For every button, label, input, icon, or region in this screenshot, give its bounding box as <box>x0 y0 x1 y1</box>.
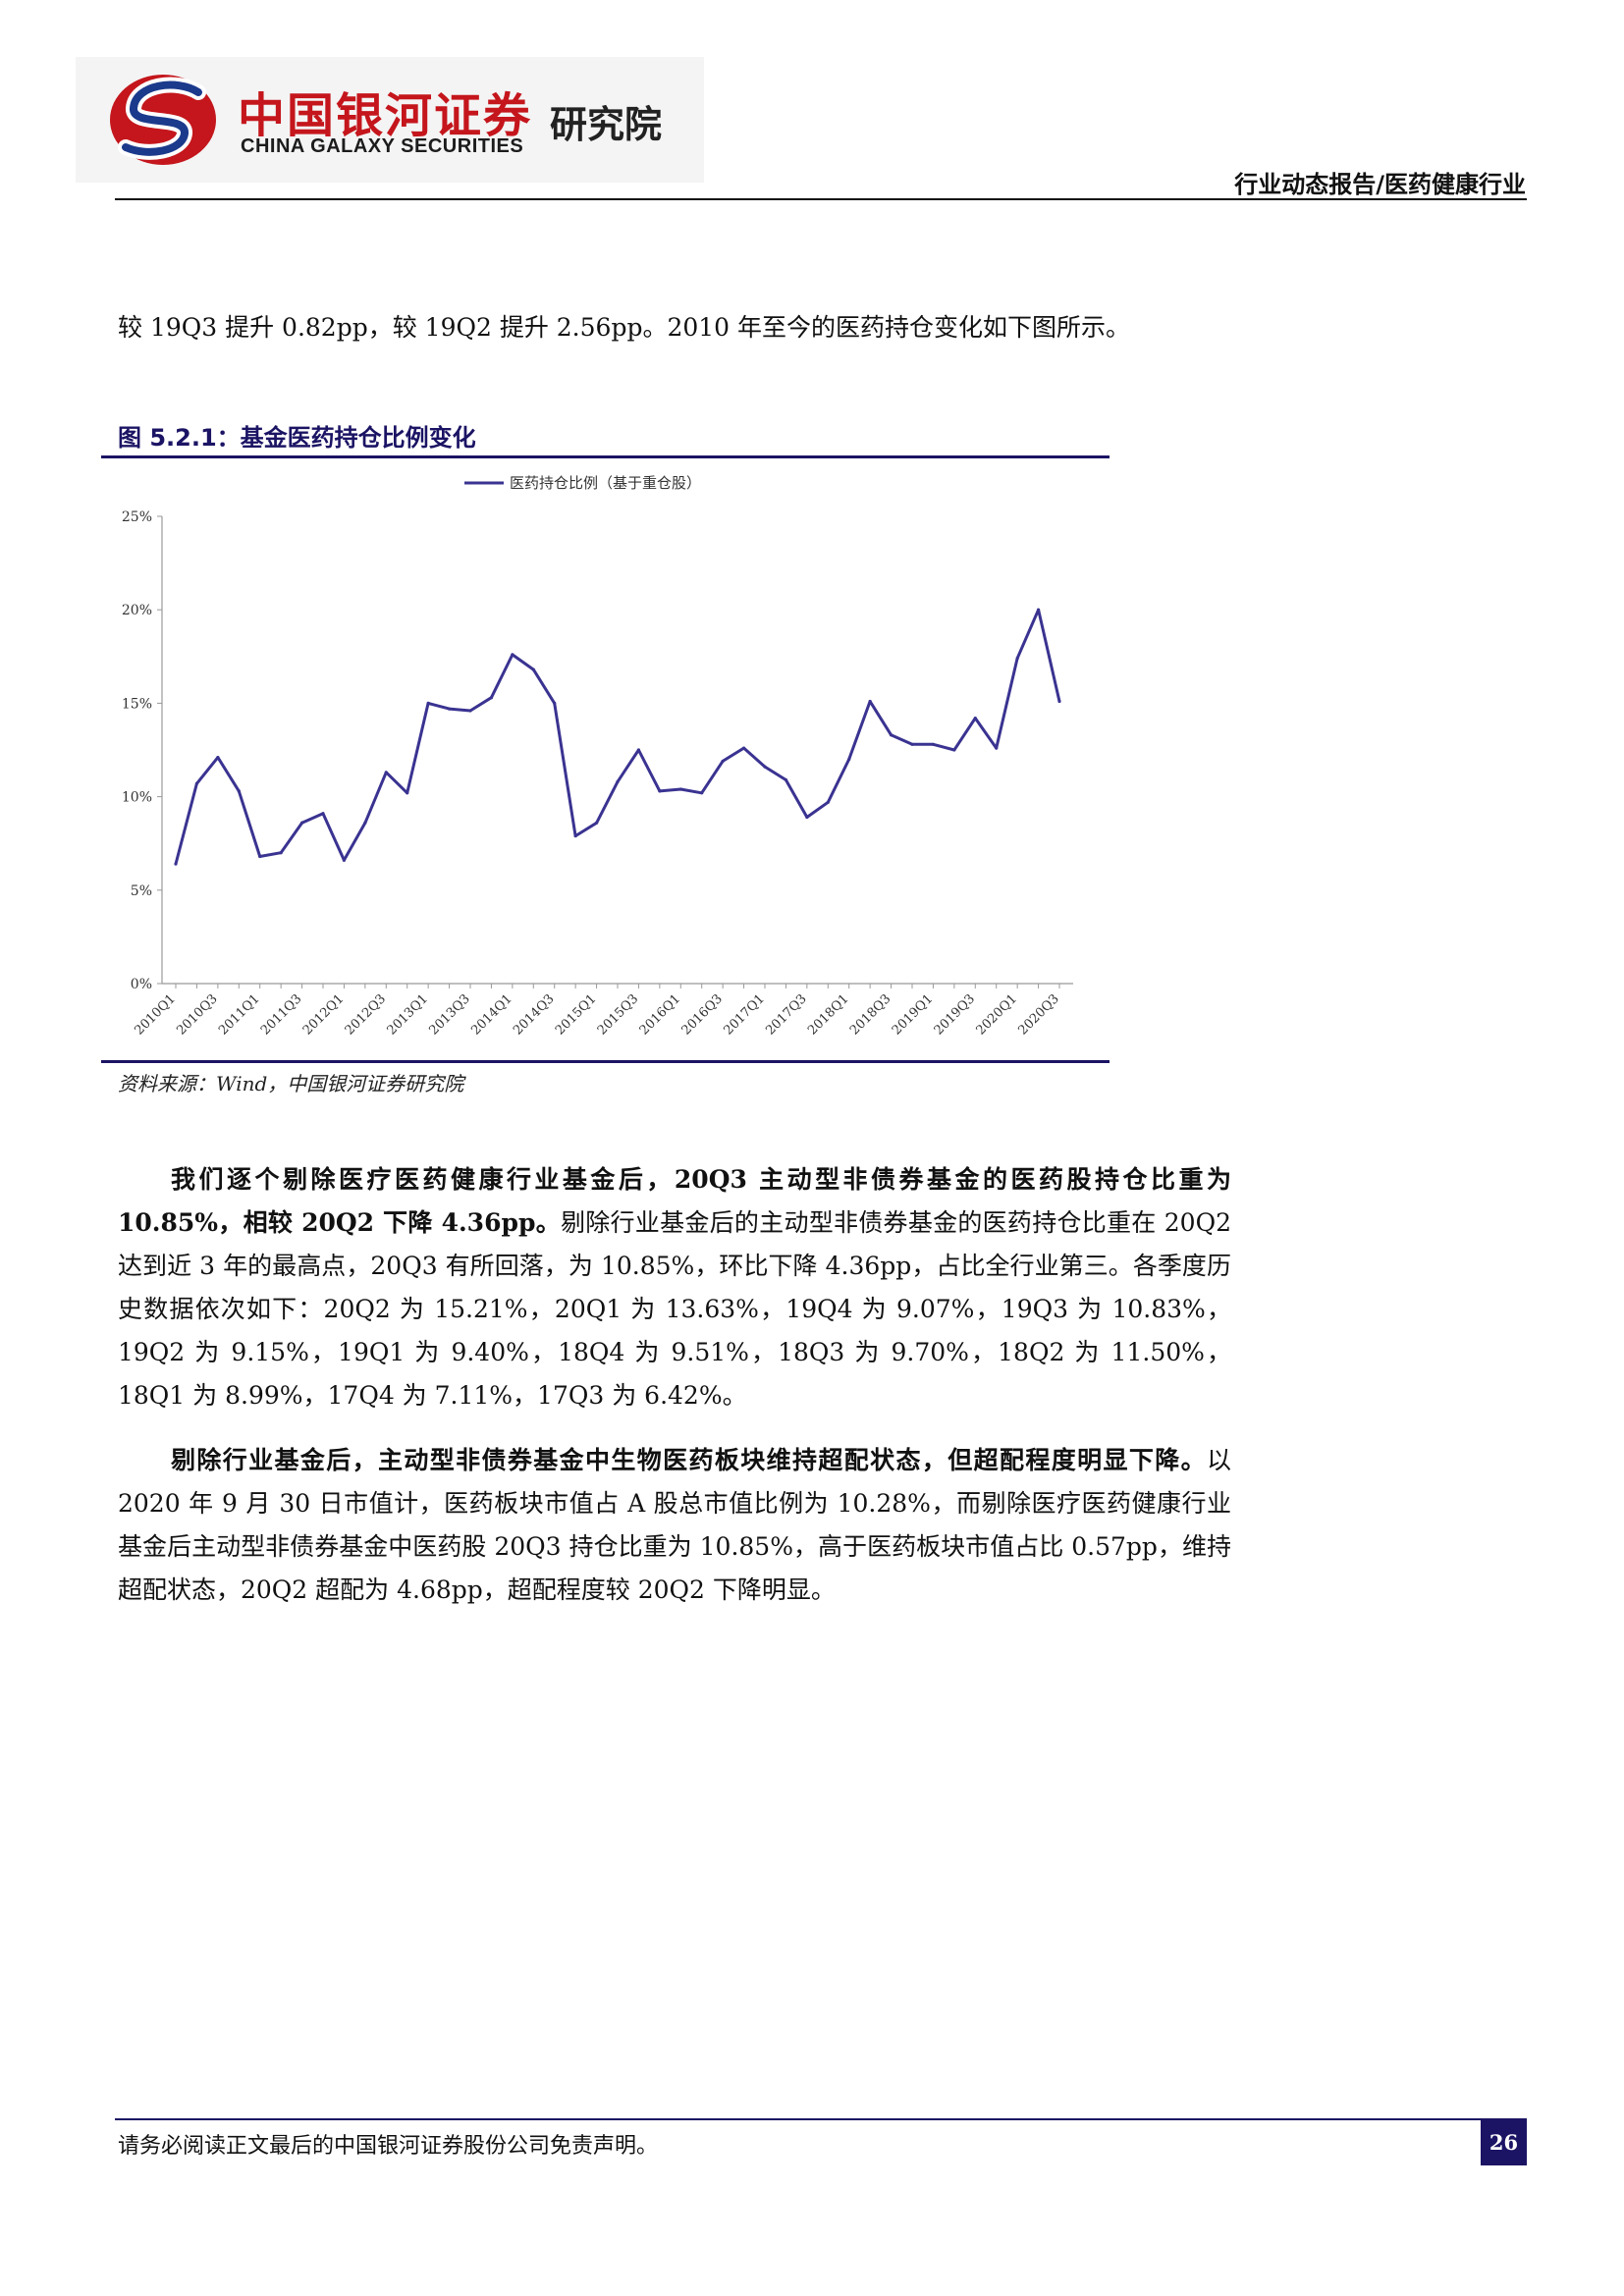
data-point <box>406 791 409 795</box>
data-point <box>741 746 746 750</box>
data-point <box>805 815 809 820</box>
data-point <box>489 696 494 700</box>
figure-top-rule <box>101 455 1110 458</box>
logo-english-name: CHINA GALAXY SECURITIES <box>241 135 524 157</box>
data-point <box>468 709 472 713</box>
x-tick-label: 2019Q3 <box>932 991 978 1038</box>
analysis-2-lead: 剔除行业基金后，主动型非债券基金中生物医药板块维持超配状态，但超配程度明显下降。 <box>171 1446 1207 1474</box>
x-tick-label: 2016Q3 <box>679 991 726 1038</box>
data-point <box>763 765 767 769</box>
data-point <box>279 851 283 855</box>
x-tick-label: 2011Q1 <box>216 991 262 1038</box>
data-point <box>363 821 367 825</box>
x-tick-label: 2011Q3 <box>258 991 304 1038</box>
x-tick-label: 2019Q1 <box>890 991 936 1038</box>
data-point <box>1015 657 1019 661</box>
data-point <box>342 858 347 862</box>
data-point <box>847 757 851 762</box>
legend-label: 医药持仓比例（基于重仓股） <box>510 474 701 492</box>
data-point <box>636 748 641 752</box>
data-point <box>995 746 999 750</box>
data-point <box>594 821 599 825</box>
data-point <box>299 821 304 825</box>
data-point <box>700 791 704 795</box>
footer-divider <box>115 2118 1527 2120</box>
data-point <box>868 699 872 704</box>
x-tick-label: 2012Q1 <box>300 991 347 1038</box>
data-point <box>174 862 178 866</box>
x-tick-label: 2015Q1 <box>553 991 599 1038</box>
data-point <box>511 653 514 657</box>
data-point <box>553 701 557 705</box>
x-tick-label: 2012Q3 <box>343 991 389 1038</box>
analysis-1-lead: 我们逐个剔除医疗医药健康行业基金后，20Q3 主动型非债券基金的医药股持仓比重为… <box>118 1165 1231 1237</box>
data-point <box>931 742 936 746</box>
x-tick-label: 2016Q1 <box>637 991 683 1038</box>
data-point <box>426 701 430 705</box>
data-point <box>447 707 452 711</box>
data-point <box>384 771 388 774</box>
logo-chinese-name: 中国银河证券 <box>238 88 533 143</box>
analysis-paragraph-2: 剔除行业基金后，主动型非债券基金中生物医药板块维持超配状态，但超配程度明显下降。… <box>118 1439 1231 1612</box>
data-point <box>531 667 535 671</box>
analysis-paragraph-1: 我们逐个剔除医疗医药健康行业基金后，20Q3 主动型非债券基金的医药股持仓比重为… <box>118 1158 1231 1417</box>
data-point <box>1057 699 1061 704</box>
x-tick-label: 2013Q3 <box>426 991 472 1038</box>
x-tick-label: 2020Q1 <box>974 991 1020 1038</box>
intro-paragraph: 较 19Q3 提升 0.82pp，较 19Q2 提升 2.56pp。2010 年… <box>118 313 1131 342</box>
x-tick-label: 2020Q3 <box>1015 991 1061 1038</box>
x-tick-label: 2013Q1 <box>385 991 431 1038</box>
y-tick-label: 10% <box>122 790 152 806</box>
holding-ratio-line-chart: 0% 5% 10% 15% 20% 25% 2010Q12010Q32011Q12011Q3… <box>122 474 1073 1039</box>
data-point <box>721 759 725 764</box>
data-point <box>321 812 325 816</box>
x-tick-label: 2018Q3 <box>847 991 893 1038</box>
page-number: 26 <box>1481 2120 1527 2165</box>
data-point <box>258 854 262 859</box>
data-point <box>194 781 199 785</box>
header-divider <box>115 198 1527 200</box>
data-point <box>826 800 830 804</box>
series-line <box>174 608 1061 865</box>
y-tick-label: 25% <box>122 509 152 525</box>
y-tick-label: 20% <box>122 603 152 618</box>
x-tick-label: 2010Q3 <box>174 991 220 1038</box>
figure-source: 资料来源：Wind，中国银河证券研究院 <box>118 1072 464 1095</box>
analysis-1-body: 剔除行业基金后的主动型非债券基金的医药持仓比重在 20Q2 达到近 3 年的最高… <box>118 1208 1231 1410</box>
data-point <box>616 779 620 783</box>
data-point <box>216 756 220 760</box>
figure-title: 图 5.2.1：基金医药持仓比例变化 <box>118 424 476 452</box>
data-point <box>573 833 577 838</box>
data-point <box>973 717 977 721</box>
x-tick-label: 2018Q1 <box>805 991 851 1038</box>
x-tick-label: 2010Q1 <box>132 991 178 1038</box>
x-tick-label: 2017Q3 <box>763 991 809 1038</box>
y-tick-label: 5% <box>131 883 152 899</box>
footer-disclaimer: 请务必阅读正文最后的中国银河证券股份公司免责声明。 <box>118 2134 659 2159</box>
report-type: 行业动态报告/医药健康行业 <box>1234 171 1526 198</box>
data-point <box>658 789 662 793</box>
data-point <box>237 789 241 793</box>
x-tick-label: 2014Q3 <box>511 991 557 1038</box>
data-point <box>678 787 682 791</box>
y-tick-label: 15% <box>122 696 152 712</box>
data-point <box>952 748 956 752</box>
galaxy-logo-icon <box>110 75 216 165</box>
data-point <box>784 777 788 782</box>
x-tick-label: 2017Q1 <box>721 991 767 1038</box>
y-tick-label: 0% <box>131 977 152 992</box>
figure-bottom-rule <box>101 1060 1110 1063</box>
data-point <box>910 742 914 746</box>
data-point <box>889 733 893 737</box>
x-tick-label: 2014Q1 <box>468 991 514 1038</box>
logo-institute: 研究院 <box>550 103 663 146</box>
x-tick-label: 2015Q3 <box>595 991 641 1038</box>
data-point <box>1036 608 1041 612</box>
analysis-2-body: 以 2020 年 9 月 30 日市值计，医药板块市值占 A 股总市值比例为 1… <box>118 1446 1231 1604</box>
